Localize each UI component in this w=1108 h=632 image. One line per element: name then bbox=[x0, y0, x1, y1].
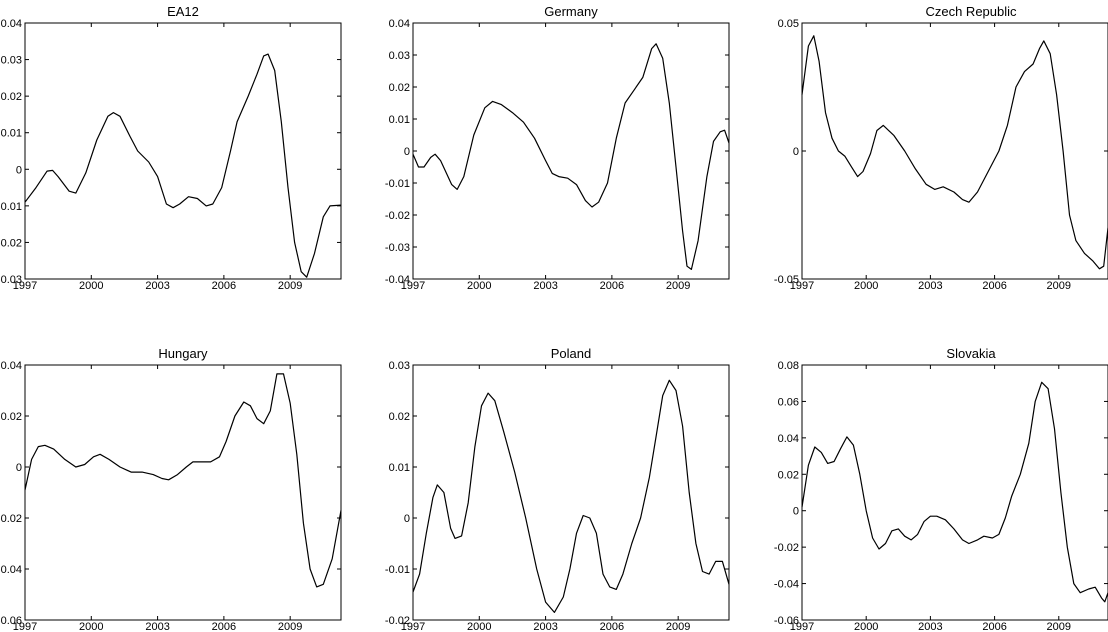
y-tick-label: -0.04 bbox=[385, 274, 410, 286]
y-tick-label: -0.01 bbox=[385, 564, 410, 576]
plot-frame bbox=[412, 364, 730, 621]
y-tick-label: 0.02 bbox=[389, 411, 410, 423]
x-tick-label: 2006 bbox=[212, 280, 236, 292]
x-tick-label: 1997 bbox=[13, 280, 37, 292]
y-tick-label: -0.02 bbox=[0, 513, 22, 525]
x-tick-label: 2006 bbox=[212, 621, 236, 632]
x-tick-label: 2003 bbox=[533, 621, 557, 632]
y-tick-label: -0.03 bbox=[0, 274, 22, 286]
y-tick-label: -0.06 bbox=[0, 615, 22, 627]
y-tick-label: 0.01 bbox=[1, 128, 22, 140]
chart-title: EA12 bbox=[167, 4, 199, 19]
y-tick-label: -0.02 bbox=[0, 237, 22, 249]
x-tick-label: 1997 bbox=[401, 621, 425, 632]
y-tick-label: 0.02 bbox=[1, 411, 22, 423]
y-tick-label: -0.02 bbox=[774, 542, 799, 554]
y-tick-label: 0.04 bbox=[778, 433, 799, 445]
x-tick-label: 2003 bbox=[533, 280, 557, 292]
x-tick-label: 1997 bbox=[401, 280, 425, 292]
y-tick-label: -0.04 bbox=[0, 564, 22, 576]
x-tick-label: 2003 bbox=[145, 621, 169, 632]
chart-hungary: Hungary -0.06 -0.04 -0.02 0 0.02 0.04 1997 2000… bbox=[0, 346, 342, 632]
x-tick-label: 2000 bbox=[467, 621, 491, 632]
chart-title: Czech Republic bbox=[925, 4, 1017, 19]
y-tick-label: 0.05 bbox=[778, 18, 799, 30]
series-line bbox=[412, 379, 730, 614]
plot-frame bbox=[24, 364, 342, 621]
plot-frame bbox=[412, 22, 730, 280]
y-tick-label: -0.02 bbox=[385, 210, 410, 222]
x-tick-label: 2009 bbox=[666, 280, 690, 292]
x-tick-label: 2000 bbox=[79, 621, 103, 632]
chart-poland: Poland -0.02 -0.01 0 0.01 0.02 0.03 1997 2000 20… bbox=[385, 346, 730, 632]
y-tick-label: -0.05 bbox=[774, 274, 799, 286]
y-tick-label: 0 bbox=[16, 164, 22, 176]
y-tick-label: 0.02 bbox=[389, 82, 410, 94]
x-tick-label: 2006 bbox=[600, 280, 624, 292]
y-tick-label: 0 bbox=[793, 146, 799, 158]
y-tick-label: -0.04 bbox=[774, 579, 799, 591]
y-tick-label: 0.02 bbox=[1, 91, 22, 103]
x-tick-label: 2009 bbox=[278, 621, 302, 632]
y-tick-label: -0.02 bbox=[385, 615, 410, 627]
series-line bbox=[801, 35, 1108, 270]
chart-ea12: EA12 -0.03 -0.02 -0.01 0 0.01 0.02 0.03 0.04 199… bbox=[0, 4, 342, 292]
x-tick-label: 2009 bbox=[1047, 280, 1071, 292]
y-tick-label: 0.01 bbox=[389, 114, 410, 126]
series-line bbox=[412, 43, 730, 270]
y-tick-label: -0.01 bbox=[0, 201, 22, 213]
chart-title: Poland bbox=[551, 346, 591, 361]
x-tick-label: 2003 bbox=[918, 280, 942, 292]
y-tick-label: 0.04 bbox=[389, 18, 410, 30]
chart-title: Slovakia bbox=[946, 346, 996, 361]
x-tick-label: 1997 bbox=[790, 280, 814, 292]
x-tick-label: 2000 bbox=[467, 280, 491, 292]
x-tick-label: 2006 bbox=[982, 280, 1006, 292]
y-tick-label: 0 bbox=[16, 462, 22, 474]
y-tick-label: -0.01 bbox=[385, 178, 410, 190]
y-tick-label: -0.03 bbox=[385, 242, 410, 254]
x-tick-label: 2000 bbox=[854, 280, 878, 292]
y-tick-label: 0.03 bbox=[389, 360, 410, 372]
series-line bbox=[801, 381, 1108, 603]
y-tick-label: 0.06 bbox=[778, 396, 799, 408]
x-tick-label: 2000 bbox=[79, 280, 103, 292]
y-tick-label: 0.04 bbox=[1, 360, 22, 372]
y-tick-label: 0.04 bbox=[1, 18, 22, 30]
chart-slovakia: Slovakia -0.06 -0.04 -0.02 0 0.02 0.04 0.06 0.0… bbox=[774, 346, 1108, 632]
x-tick-label: 2006 bbox=[600, 621, 624, 632]
y-tick-label: 0.03 bbox=[1, 55, 22, 67]
chart-title: Germany bbox=[544, 4, 598, 19]
plot-frame bbox=[24, 22, 342, 280]
x-tick-label: 2009 bbox=[278, 280, 302, 292]
y-tick-label: -0.06 bbox=[774, 615, 799, 627]
y-tick-label: 0 bbox=[404, 513, 410, 525]
y-tick-label: 0 bbox=[793, 506, 799, 518]
x-tick-label: 2000 bbox=[854, 621, 878, 632]
x-tick-label: 2009 bbox=[1047, 621, 1071, 632]
x-tick-label: 2003 bbox=[918, 621, 942, 632]
chart-germany: Germany -0.04 -0.03 -0.02 -0.01 0 0.01 0.02 0.0… bbox=[385, 4, 730, 292]
chart-title: Hungary bbox=[158, 346, 208, 361]
plot-frame bbox=[801, 364, 1108, 621]
y-tick-label: 0 bbox=[404, 146, 410, 158]
plot-frame bbox=[801, 22, 1108, 280]
chart-czech-republic: Czech Republic -0.05 0 0.05 1997 2000 2003 200… bbox=[774, 4, 1108, 292]
x-tick-label: 1997 bbox=[790, 621, 814, 632]
y-tick-label: 0.03 bbox=[389, 50, 410, 62]
series-line bbox=[24, 53, 342, 278]
x-tick-label: 2003 bbox=[145, 280, 169, 292]
y-tick-label: 0.02 bbox=[778, 469, 799, 481]
y-tick-label: 0.01 bbox=[389, 462, 410, 474]
x-tick-label: 2009 bbox=[666, 621, 690, 632]
series-line bbox=[24, 373, 342, 588]
y-tick-label: 0.08 bbox=[778, 360, 799, 372]
x-tick-label: 1997 bbox=[13, 621, 37, 632]
x-tick-label: 2006 bbox=[982, 621, 1006, 632]
